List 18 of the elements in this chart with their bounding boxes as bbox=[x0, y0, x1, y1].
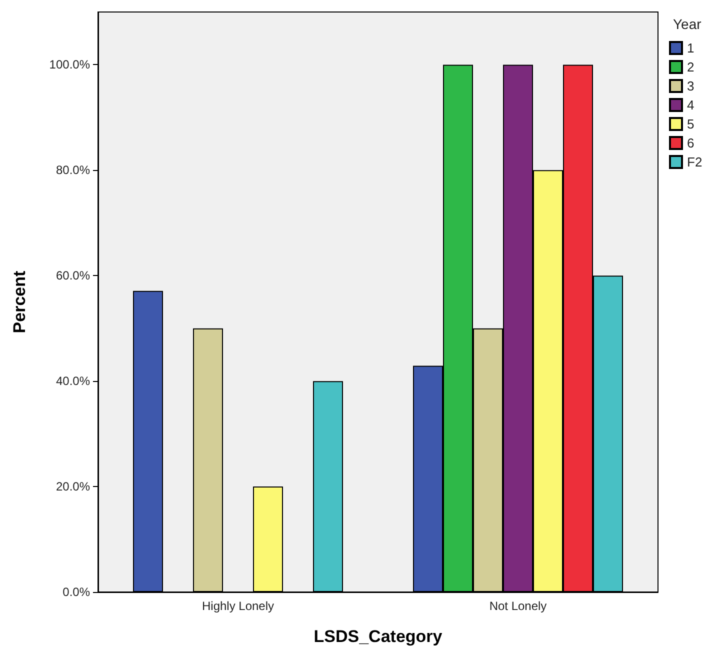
x-tick-label: Highly Lonely bbox=[202, 599, 274, 613]
y-tick-label: 80.0% bbox=[56, 163, 90, 178]
legend-label: F2 bbox=[687, 154, 702, 170]
legend-title: Year bbox=[673, 16, 702, 32]
legend-label: 4 bbox=[687, 98, 694, 112]
legend-label: 5 bbox=[687, 116, 694, 132]
y-tick-label: 100.0% bbox=[49, 58, 90, 72]
y-tick-label: 60.0% bbox=[56, 268, 90, 283]
legend-label: 6 bbox=[687, 136, 694, 150]
x-tick-label: Not Lonely bbox=[489, 599, 547, 613]
y-axis-title: Percent bbox=[10, 270, 29, 334]
x-axis-title: LSDS_Category bbox=[314, 627, 443, 646]
legend-label: 2 bbox=[687, 60, 694, 74]
y-tick-label: 20.0% bbox=[56, 480, 90, 494]
legend-label: 1 bbox=[687, 40, 694, 56]
y-tick-label: 0.0% bbox=[62, 585, 90, 599]
legend-label: 3 bbox=[687, 78, 694, 94]
y-tick-label: 40.0% bbox=[56, 374, 90, 388]
